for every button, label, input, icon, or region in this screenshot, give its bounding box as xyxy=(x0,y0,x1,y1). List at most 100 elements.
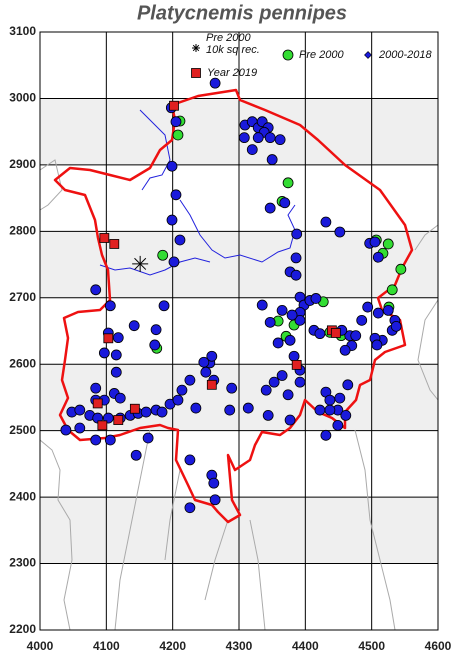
data-point xyxy=(132,255,149,272)
star-stroke xyxy=(134,257,147,270)
data-point xyxy=(290,269,302,281)
y-tick-label: 2300 xyxy=(9,556,36,570)
data-point xyxy=(264,202,276,214)
y-tick-label: 2700 xyxy=(9,290,36,304)
legend-label-box: Pre 2000 10k sq rec. xyxy=(206,32,260,56)
data-point xyxy=(142,432,154,444)
river xyxy=(99,109,296,276)
data-point xyxy=(342,379,354,391)
data-point xyxy=(320,429,332,441)
data-point xyxy=(266,154,278,165)
y-tick-label: 2400 xyxy=(9,489,36,503)
legend-label: Year 2019 xyxy=(207,67,257,79)
data-point xyxy=(279,197,291,209)
data-point xyxy=(170,116,182,128)
x-tick-label: 4200 xyxy=(159,639,186,653)
data-point xyxy=(382,305,394,316)
data-point xyxy=(246,144,258,156)
data-point xyxy=(386,284,398,296)
data-point xyxy=(113,415,124,425)
data-point xyxy=(150,324,162,336)
data-point xyxy=(169,100,179,111)
data-point xyxy=(252,132,264,144)
data-point xyxy=(158,300,170,312)
data-point xyxy=(256,299,268,311)
data-point xyxy=(172,394,184,406)
data-point xyxy=(129,403,140,414)
data-point xyxy=(294,376,306,388)
county-outline xyxy=(39,159,439,631)
data-point xyxy=(99,233,110,243)
data-point xyxy=(314,328,326,340)
data-point xyxy=(128,320,140,332)
data-point xyxy=(356,314,368,326)
data-point xyxy=(200,366,212,378)
data-point xyxy=(168,256,180,268)
data-point xyxy=(208,477,220,489)
data-point xyxy=(224,404,236,416)
data-point xyxy=(114,392,126,404)
plot-frame xyxy=(39,31,439,631)
data-point xyxy=(190,402,202,414)
data-point xyxy=(198,356,210,368)
data-point xyxy=(382,238,394,250)
basemap xyxy=(39,88,439,631)
data-point xyxy=(334,226,346,238)
data-point xyxy=(291,359,302,370)
data-point xyxy=(60,424,72,436)
legend-label: 2000-2018 xyxy=(378,49,432,61)
data-point xyxy=(104,434,116,446)
x-tick-label: 4600 xyxy=(425,639,452,653)
data-point xyxy=(340,409,352,421)
region-boundary xyxy=(53,88,414,524)
data-point xyxy=(172,129,184,141)
data-point xyxy=(90,382,102,394)
data-point xyxy=(184,502,196,514)
y-tick-label: 2800 xyxy=(9,224,36,238)
data-point xyxy=(372,307,384,319)
data-point xyxy=(324,404,336,416)
data-point xyxy=(130,449,142,461)
data-point xyxy=(74,404,86,416)
data-point xyxy=(314,404,326,416)
data-point xyxy=(284,414,296,426)
data-point xyxy=(268,376,280,388)
data-point xyxy=(184,454,196,466)
data-point xyxy=(238,132,250,144)
legend-label: Pre 2000 xyxy=(299,49,345,61)
y-tick-label: 2900 xyxy=(9,157,36,171)
data-point xyxy=(274,134,286,146)
data-point xyxy=(264,132,276,144)
data-point xyxy=(339,344,351,356)
data-point xyxy=(174,234,186,246)
data-point xyxy=(390,320,402,332)
data-point xyxy=(282,177,294,189)
x-tick-label: 4000 xyxy=(27,639,54,653)
data-point xyxy=(157,249,169,261)
y-tick-label: 2500 xyxy=(9,423,36,437)
x-tick-label: 4400 xyxy=(292,639,319,653)
data-point xyxy=(209,494,221,506)
data-point xyxy=(276,370,288,381)
data-point xyxy=(282,389,294,401)
data-point xyxy=(369,236,381,248)
data-point xyxy=(350,330,362,342)
data-point xyxy=(74,422,86,434)
data-point xyxy=(310,293,322,304)
legend-marker xyxy=(282,49,294,61)
y-tick-label: 2200 xyxy=(9,622,36,636)
data-point xyxy=(294,314,306,326)
data-point xyxy=(272,337,284,349)
data-point xyxy=(284,334,296,346)
data-point xyxy=(291,228,303,240)
star-stroke xyxy=(192,44,200,52)
data-point xyxy=(98,347,110,359)
data-point xyxy=(110,349,122,361)
data-point xyxy=(176,384,188,396)
data-point xyxy=(276,305,288,316)
data-point xyxy=(170,189,182,201)
data-point xyxy=(320,216,332,228)
data-point xyxy=(262,409,274,421)
data-point xyxy=(112,332,124,344)
